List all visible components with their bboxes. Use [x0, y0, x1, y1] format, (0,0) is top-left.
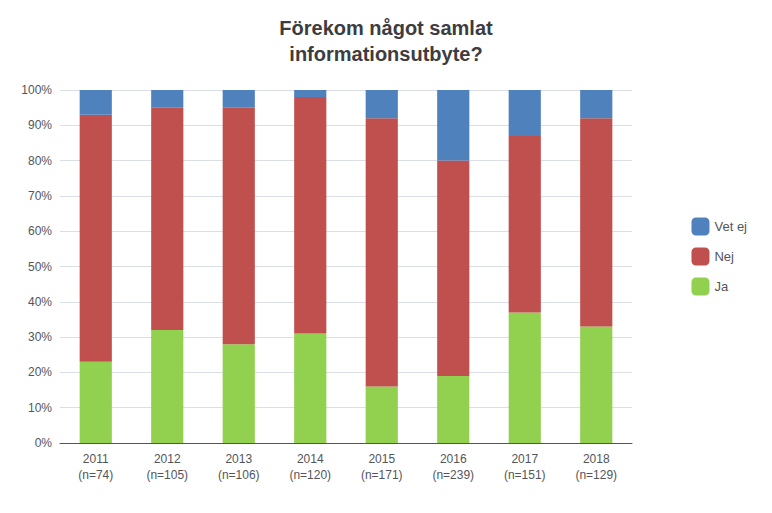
- svg-text:2011: 2011: [83, 452, 109, 466]
- svg-text:Förekom något samlat: Förekom något samlat: [279, 17, 493, 39]
- svg-text:2018: 2018: [583, 452, 610, 466]
- svg-text:30%: 30%: [28, 330, 52, 344]
- svg-text:informationsutbyte?: informationsutbyte?: [289, 43, 482, 65]
- svg-text:(n=239): (n=239): [432, 468, 474, 482]
- svg-text:2017: 2017: [511, 452, 538, 466]
- svg-text:20%: 20%: [28, 365, 52, 379]
- svg-text:(n=129): (n=129): [575, 468, 617, 482]
- svg-text:80%: 80%: [28, 154, 52, 168]
- svg-text:40%: 40%: [28, 295, 52, 309]
- svg-text:(n=74): (n=74): [78, 468, 113, 482]
- svg-text:0%: 0%: [35, 436, 53, 450]
- svg-text:2014: 2014: [297, 452, 324, 466]
- svg-text:10%: 10%: [28, 401, 52, 415]
- svg-text:Ja: Ja: [714, 279, 729, 294]
- svg-text:100%: 100%: [21, 83, 52, 97]
- svg-text:90%: 90%: [28, 118, 52, 132]
- svg-text:Nej: Nej: [714, 249, 734, 264]
- svg-text:(n=105): (n=105): [146, 468, 188, 482]
- svg-text:(n=106): (n=106): [218, 468, 260, 482]
- svg-text:(n=171): (n=171): [361, 468, 403, 482]
- svg-text:(n=120): (n=120): [289, 468, 331, 482]
- svg-text:60%: 60%: [28, 224, 52, 238]
- svg-text:70%: 70%: [28, 189, 52, 203]
- svg-text:Vet ej: Vet ej: [714, 219, 747, 234]
- svg-text:50%: 50%: [28, 260, 52, 274]
- svg-text:2015: 2015: [368, 452, 395, 466]
- svg-text:(n=151): (n=151): [504, 468, 546, 482]
- svg-text:2013: 2013: [225, 452, 252, 466]
- svg-text:2016: 2016: [440, 452, 467, 466]
- svg-text:2012: 2012: [154, 452, 181, 466]
